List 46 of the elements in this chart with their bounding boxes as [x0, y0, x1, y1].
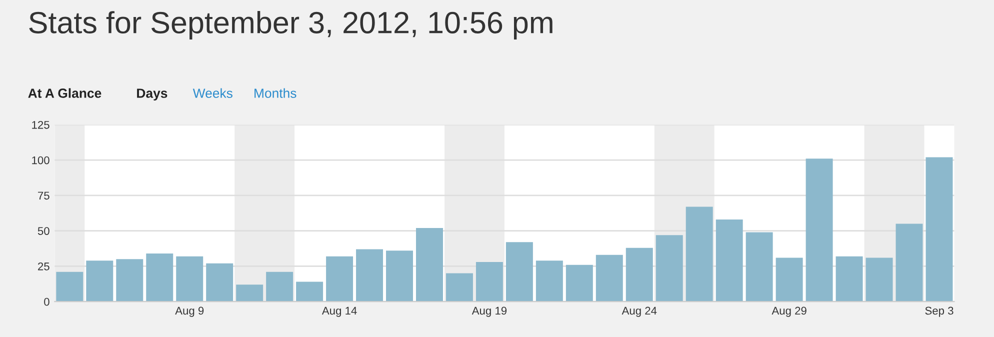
bar [476, 262, 503, 302]
text: At A Glance [28, 88, 102, 98]
bar [746, 232, 773, 302]
bar [206, 263, 234, 302]
y-tick-label: 0 [44, 298, 50, 306]
text: Months [254, 88, 296, 98]
x-tick-label: Sep 3 [925, 306, 954, 317]
text: Days [137, 88, 168, 101]
bar [596, 254, 623, 302]
bar [326, 256, 354, 302]
bar [416, 228, 443, 302]
y-tick-label: 100 [32, 156, 50, 164]
bar [386, 250, 413, 302]
x-tick-label: Aug 24 [622, 306, 657, 317]
bar [536, 260, 563, 302]
bar [566, 264, 593, 302]
bar [146, 253, 174, 302]
bar [446, 273, 473, 302]
bar [896, 224, 923, 302]
bar [656, 235, 683, 302]
bar [866, 258, 893, 302]
x-tick-label: Aug 14 [322, 306, 357, 317]
bar [266, 272, 294, 302]
text: Weeks [192, 88, 232, 98]
x-tick-label: Aug 9 [175, 306, 204, 317]
bar [116, 259, 144, 302]
bar [806, 158, 833, 302]
bar [626, 248, 653, 302]
y-tick-label: 125 [32, 120, 50, 129]
chart-title: Stats for September 3, 2012, 10:56 pm [29, 11, 552, 40]
bar [356, 249, 384, 302]
bar [56, 272, 84, 302]
bar [86, 260, 114, 302]
y-tick-label: 50 [38, 227, 50, 235]
y-tick-label: 75 [38, 192, 50, 200]
bar [776, 258, 803, 302]
bar [836, 256, 863, 302]
y-tick-label: 25 [38, 262, 50, 270]
bar [686, 206, 713, 302]
x-tick-label: Aug 29 [772, 306, 806, 317]
bar [176, 256, 204, 302]
bar [296, 282, 324, 302]
bar [716, 220, 743, 302]
bar [506, 242, 533, 302]
x-tick-label: Aug 19 [472, 306, 507, 317]
bar [236, 284, 264, 302]
